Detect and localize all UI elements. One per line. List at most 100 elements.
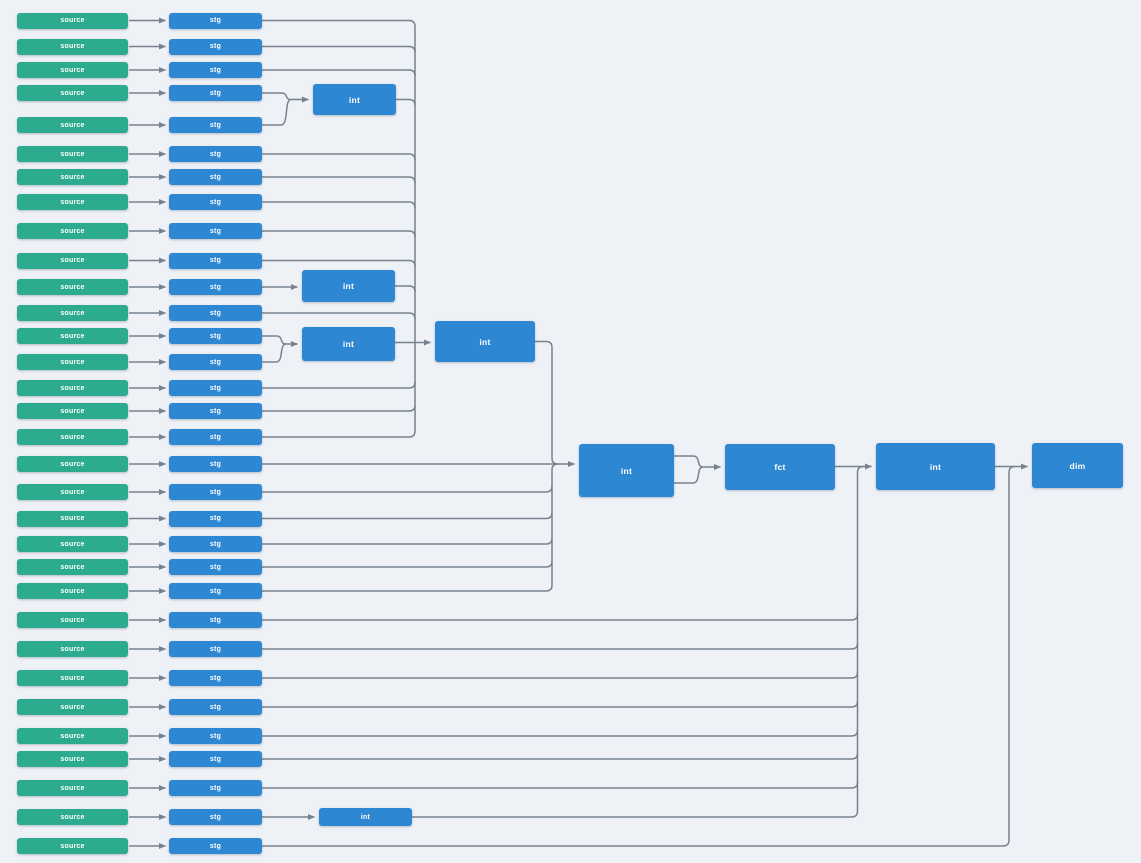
int-node[interactable]: int <box>435 321 535 362</box>
edge-path <box>535 340 553 348</box>
source-node[interactable]: source <box>17 780 128 796</box>
stg-node[interactable]: stg <box>169 429 262 445</box>
int-node[interactable]: int <box>319 808 412 826</box>
stg-node[interactable]: stg <box>169 305 262 321</box>
int-node[interactable]: int <box>313 84 396 115</box>
stg-node[interactable]: stg <box>169 809 262 825</box>
stg-node[interactable]: stg <box>169 194 262 210</box>
edge-path <box>262 335 287 345</box>
source-node[interactable]: source <box>17 12 128 29</box>
source-node[interactable]: source <box>17 223 128 239</box>
fct-node[interactable]: fct <box>725 444 835 490</box>
edge-path <box>262 560 553 568</box>
source-node[interactable]: source <box>17 380 128 396</box>
edge-path <box>262 381 416 389</box>
source-node[interactable]: source <box>17 751 128 767</box>
source-node[interactable]: source <box>17 62 128 78</box>
stg-node[interactable]: stg <box>169 279 262 295</box>
stg-node[interactable]: stg <box>169 380 262 396</box>
source-node[interactable]: source <box>17 429 128 445</box>
source-node[interactable]: source <box>17 699 128 715</box>
stg-node[interactable]: stg <box>169 223 262 239</box>
edge-path <box>262 642 859 650</box>
edge-path <box>262 230 416 238</box>
edge-path <box>262 45 416 53</box>
edge-path <box>262 312 416 320</box>
edge-path <box>262 839 1010 847</box>
source-node[interactable]: source <box>17 510 128 527</box>
stg-node[interactable]: stg <box>169 641 262 657</box>
stg-node[interactable]: stg <box>169 583 262 599</box>
stg-node[interactable]: stg <box>169 146 262 162</box>
edge-path <box>262 729 859 737</box>
int-node[interactable]: int <box>876 443 995 490</box>
stg-node[interactable]: stg <box>169 117 262 133</box>
edge-path <box>262 98 292 126</box>
edge-path <box>262 613 859 621</box>
stg-node[interactable]: stg <box>169 328 262 344</box>
stg-node[interactable]: stg <box>169 403 262 419</box>
source-node[interactable]: source <box>17 117 128 133</box>
source-node[interactable]: source <box>17 536 128 552</box>
edge-path <box>674 466 704 484</box>
source-node[interactable]: source <box>17 252 128 269</box>
source-node[interactable]: source <box>17 169 128 185</box>
stg-node[interactable]: stg <box>169 559 262 575</box>
int-node[interactable]: int <box>302 327 395 361</box>
stg-node[interactable]: stg <box>169 780 262 796</box>
source-node[interactable]: source <box>17 85 128 101</box>
stg-node[interactable]: stg <box>169 85 262 101</box>
source-node[interactable]: source <box>17 328 128 344</box>
edge-path <box>396 98 416 106</box>
source-node[interactable]: source <box>17 809 128 825</box>
source-node[interactable]: source <box>17 838 128 854</box>
stg-node[interactable]: stg <box>169 456 262 472</box>
stg-node[interactable]: stg <box>169 169 262 185</box>
int-node[interactable]: int <box>302 270 395 302</box>
source-node[interactable]: source <box>17 305 128 321</box>
stg-node[interactable]: stg <box>169 670 262 686</box>
source-node[interactable]: source <box>17 583 128 599</box>
edge-path <box>262 404 416 412</box>
stg-node[interactable]: stg <box>169 252 262 269</box>
stg-node[interactable]: stg <box>169 699 262 715</box>
dim-node[interactable]: dim <box>1032 443 1123 488</box>
edge-path <box>551 463 559 471</box>
stg-node[interactable]: stg <box>169 751 262 767</box>
source-node[interactable]: source <box>17 38 128 55</box>
edge-path <box>262 512 553 520</box>
stg-node[interactable]: stg <box>169 536 262 552</box>
edge-path <box>551 457 559 465</box>
edge-path <box>262 19 416 27</box>
edge-path <box>262 69 416 77</box>
source-node[interactable]: source <box>17 456 128 472</box>
int-node[interactable]: int <box>579 444 674 497</box>
stg-node[interactable]: stg <box>169 484 262 500</box>
source-node[interactable]: source <box>17 641 128 657</box>
stg-node[interactable]: stg <box>169 62 262 78</box>
source-node[interactable]: source <box>17 612 128 628</box>
source-node[interactable]: source <box>17 279 128 295</box>
edge-path <box>262 537 553 545</box>
edge-path <box>262 752 859 760</box>
source-node[interactable]: source <box>17 484 128 500</box>
source-node[interactable]: source <box>17 559 128 575</box>
stg-node[interactable]: stg <box>169 12 262 29</box>
stg-node[interactable]: stg <box>169 728 262 744</box>
source-node[interactable]: source <box>17 146 128 162</box>
stg-node[interactable]: stg <box>169 612 262 628</box>
stg-node[interactable]: stg <box>169 354 262 370</box>
edge-path <box>262 671 859 679</box>
source-node[interactable]: source <box>17 728 128 744</box>
edge-path <box>262 343 287 363</box>
stg-node[interactable]: stg <box>169 38 262 55</box>
edge-path <box>262 485 553 493</box>
source-node[interactable]: source <box>17 354 128 370</box>
stg-node[interactable]: stg <box>169 510 262 527</box>
source-node[interactable]: source <box>17 670 128 686</box>
source-node[interactable]: source <box>17 403 128 419</box>
edge-path <box>262 584 553 592</box>
stg-node[interactable]: stg <box>169 838 262 854</box>
source-node[interactable]: source <box>17 194 128 210</box>
